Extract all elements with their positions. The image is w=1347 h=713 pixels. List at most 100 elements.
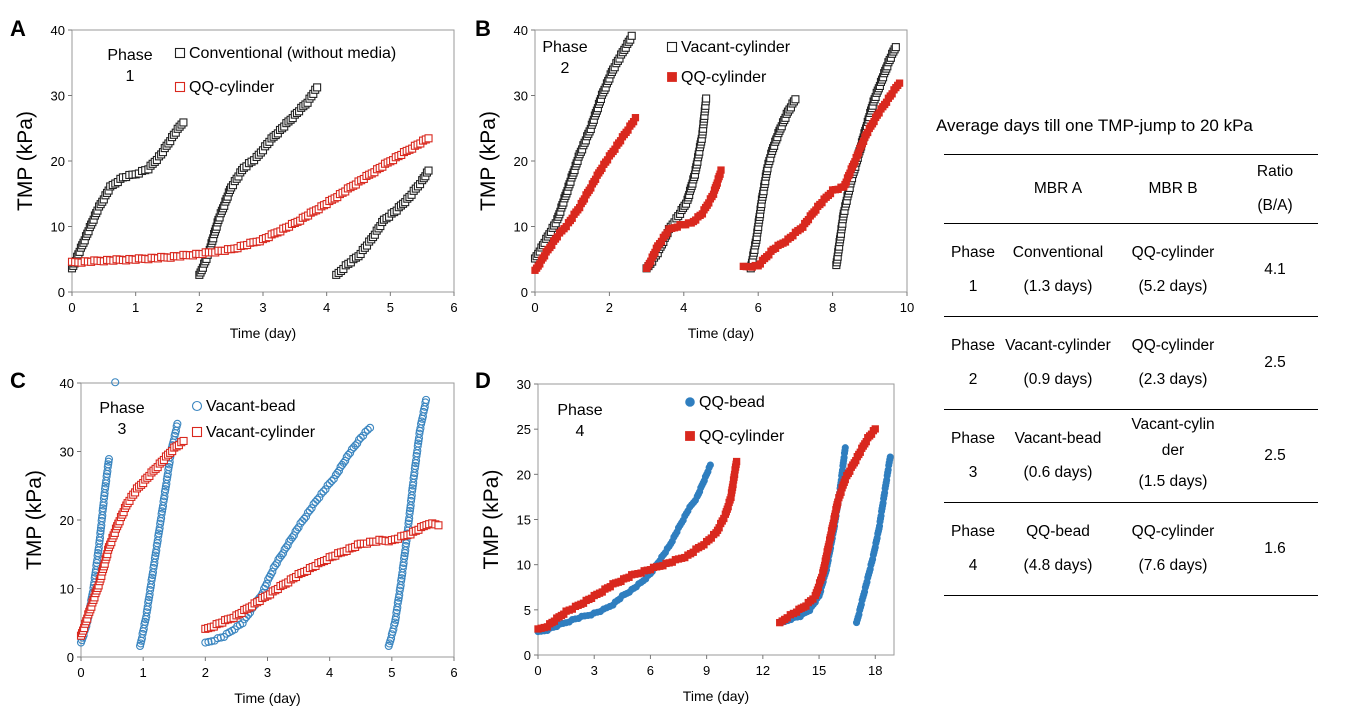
x-tick-label: 5: [388, 665, 395, 680]
panel-letter: D: [475, 368, 491, 393]
y-tick-label: 10: [514, 220, 528, 235]
x-tick-label: 5: [387, 300, 394, 315]
x-tick-label: 3: [264, 665, 271, 680]
legend-label: Vacant-bead: [206, 398, 296, 415]
data-point: [361, 427, 370, 436]
legend-marker: [667, 72, 677, 82]
data-point: [315, 493, 324, 502]
data-point: [319, 487, 328, 496]
x-axis-label: Time (day): [683, 688, 749, 704]
data-point: [100, 484, 110, 493]
x-tick-label: 8: [829, 300, 836, 315]
data-point: [104, 457, 113, 466]
data-point: [411, 461, 420, 470]
mbr-b-cell-line: (1.5 days): [1138, 473, 1208, 490]
data-point: [213, 634, 222, 643]
summary-table-title: Average days till one TMP-jump to 20 kPa: [936, 116, 1253, 135]
data-point: [886, 453, 894, 461]
legend-marker: [685, 431, 695, 441]
data-point: [409, 474, 418, 483]
x-tick-label: 2: [202, 665, 209, 680]
legend-marker: [191, 426, 203, 438]
x-tick-label: 0: [68, 300, 75, 315]
x-tick-label: 6: [450, 300, 457, 315]
data-point: [424, 166, 433, 175]
data-point: [406, 496, 416, 506]
data-point: [96, 526, 105, 535]
y-tick-label: 30: [517, 377, 531, 392]
header-ratio: Ratio (B/A): [1232, 155, 1318, 224]
phase-label: 1: [126, 68, 135, 85]
data-point: [95, 539, 104, 548]
y-axis-label: TMP (kPa): [23, 470, 46, 570]
data-point: [301, 512, 311, 521]
data-point: [323, 481, 332, 490]
data-point: [408, 486, 417, 496]
y-tick-label: 10: [60, 582, 74, 597]
data-point: [421, 395, 431, 404]
chart-panel-a: A 0 1 2 3 4 5 6 0 10 20 30 40 Time (day) TMP (kPa) Phas…: [10, 16, 458, 341]
data-point: [706, 461, 714, 469]
data-point: [627, 31, 636, 40]
phase-cell-line: Phase: [951, 523, 995, 540]
x-tick-label: 3: [591, 663, 598, 678]
x-tick-label: 6: [450, 665, 457, 680]
x-tick-label: 2: [606, 300, 613, 315]
data-point: [400, 554, 409, 563]
data-point: [313, 83, 322, 92]
legend-label: QQ-cylinder: [699, 428, 785, 445]
data-point: [305, 506, 314, 515]
header-mbr-a: MBR A: [1033, 180, 1083, 197]
legend-label: Vacant-cylinder: [206, 424, 316, 441]
legend-marker: [174, 47, 186, 59]
y-tick-label: 10: [517, 558, 531, 573]
panel-letter: C: [10, 368, 26, 393]
phase-cell-line: Phase: [951, 430, 995, 447]
x-tick-label: 6: [647, 663, 654, 678]
header-phase-cell: [944, 155, 1002, 224]
data-point: [344, 450, 353, 459]
legend-label: QQ-cylinder: [189, 79, 275, 96]
mbr-b-cell-line: QQ-cylinder: [1131, 244, 1215, 261]
data-point: [103, 462, 112, 471]
data-point: [404, 519, 413, 528]
series-qq-cylinder: [531, 79, 904, 274]
y-tick-label: 5: [524, 603, 531, 618]
data-point: [307, 504, 316, 513]
phase-cell-line: 3: [968, 464, 978, 481]
phase-label: Phase: [107, 47, 152, 64]
y-axis-label: TMP (kPa): [480, 470, 503, 570]
x-axis-label: Time (day): [230, 325, 296, 341]
phase-cell-line: Phase: [951, 337, 995, 354]
summary-table-header-row: MBR A MBR B Ratio (B/A): [944, 154, 1318, 224]
data-point: [405, 506, 414, 515]
table-row: Phase 4 QQ-bead (4.8 days) QQ-cylinder (…: [944, 503, 1318, 596]
data-point: [732, 457, 741, 466]
x-axis-label: Time (day): [688, 325, 754, 341]
mbr-b-cell-line: QQ-cylinder: [1131, 337, 1215, 354]
chart-panel-d: D 0 3 6 9 12 15 18 0 5 10 15 20 25 30 Time (day) TMP (kP…: [475, 368, 895, 704]
x-tick-label: 0: [77, 665, 84, 680]
y-tick-label: 25: [517, 422, 531, 437]
data-point: [97, 516, 106, 525]
series-qq-cylinder: [67, 134, 433, 267]
data-point: [204, 637, 213, 646]
data-point: [871, 425, 879, 433]
y-tick-label: 30: [514, 89, 528, 104]
data-point: [891, 43, 900, 52]
y-tick-label: 20: [517, 467, 531, 482]
data-point: [397, 574, 406, 583]
data-point: [717, 166, 725, 174]
phase-cell: Phase 2: [944, 317, 1002, 410]
y-tick-label: 15: [517, 513, 531, 528]
mbr-b-cell-line: (5.2 days): [1138, 278, 1208, 295]
x-tick-label: 4: [323, 300, 330, 315]
x-tick-label: 4: [680, 300, 687, 315]
header-ratio-line: Ratio: [1256, 163, 1294, 180]
header-mbr-b: MBR B: [1148, 180, 1198, 197]
x-tick-label: 6: [755, 300, 762, 315]
data-point: [99, 494, 109, 503]
legend-label: Conventional (without media): [189, 45, 396, 62]
header-ratio-line: (B/A): [1257, 197, 1293, 214]
